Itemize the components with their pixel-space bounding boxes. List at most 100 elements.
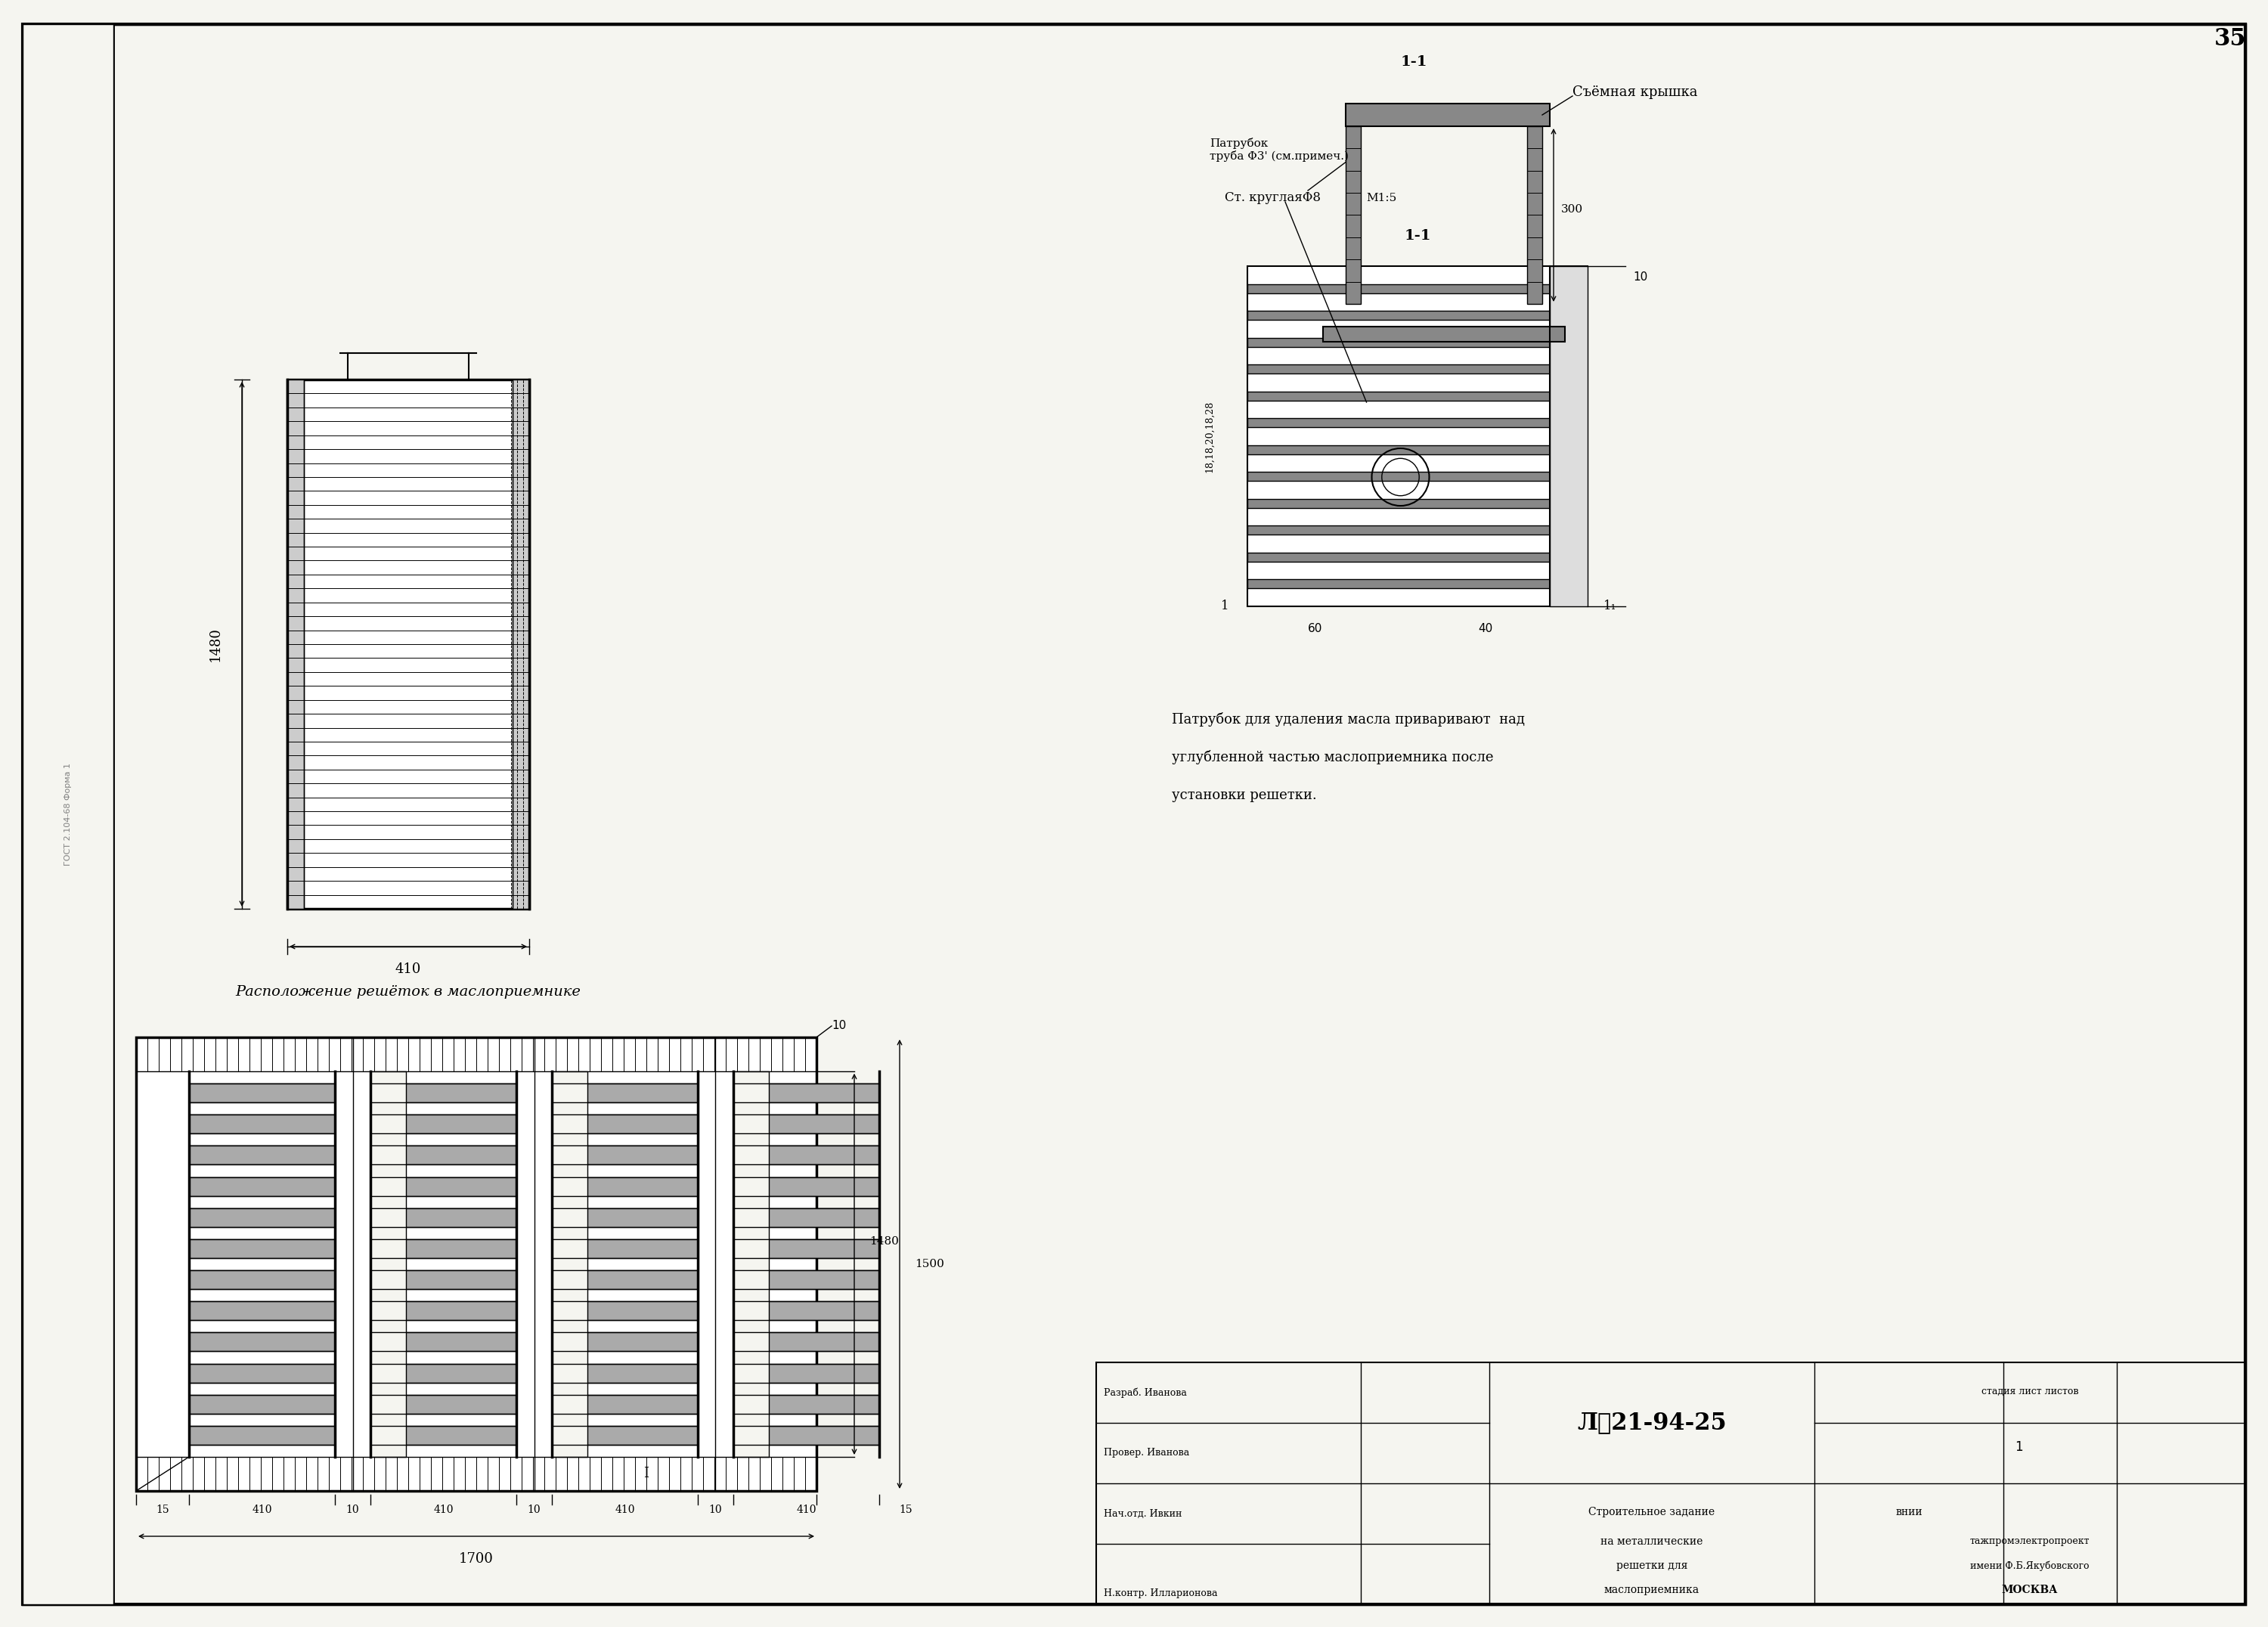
Text: 1500: 1500 [914, 1259, 943, 1269]
Text: внии: внии [1896, 1507, 1923, 1518]
Bar [551, 1114, 699, 1134]
Bar [733, 1145, 880, 1165]
Bar [1247, 392, 1549, 400]
Text: M1:5: M1:5 [1365, 192, 1397, 203]
Text: решетки для: решетки для [1617, 1560, 1687, 1572]
Bar [1095, 1362, 2245, 1604]
Bar [1247, 499, 1549, 508]
Bar [551, 1363, 699, 1383]
Bar [1247, 446, 1549, 454]
Bar [188, 1333, 336, 1352]
Bar [188, 1363, 336, 1383]
Text: Ст. круглаяΦ8: Ст. круглаяΦ8 [1225, 192, 1320, 205]
Bar [370, 1084, 517, 1103]
Bar [1247, 285, 1549, 293]
Bar [551, 1145, 699, 1165]
Bar [370, 1207, 517, 1227]
Bar [1247, 553, 1549, 561]
Bar [370, 1302, 517, 1319]
Text: углубленной частью маслоприемника после: углубленной частью маслоприемника после [1173, 750, 1492, 765]
Text: 60: 60 [1309, 623, 1322, 635]
Text: 410: 410 [433, 1505, 454, 1515]
Text: имени Ф.Б.Якубовского: имени Ф.Б.Якубовского [1971, 1560, 2089, 1570]
Text: 10: 10 [347, 1505, 358, 1515]
Bar [733, 1240, 880, 1258]
Text: 10: 10 [832, 1020, 846, 1032]
Bar [1526, 127, 1542, 304]
Bar [551, 1176, 699, 1196]
Bar [1247, 472, 1549, 482]
Text: 15: 15 [156, 1505, 170, 1515]
Bar [551, 1240, 699, 1258]
Text: МОСКВА: МОСКВА [2003, 1585, 2057, 1594]
Text: стадия лист листов: стадия лист листов [1982, 1386, 2077, 1396]
Text: ГОСТ 2.104-68 Форма 1: ГОСТ 2.104-68 Форма 1 [64, 763, 73, 866]
Bar [733, 1425, 880, 1445]
Bar [733, 1363, 880, 1383]
Bar [370, 1425, 517, 1445]
Bar [551, 1425, 699, 1445]
Text: 1₁: 1₁ [1603, 600, 1617, 613]
Text: Съёмная крышка: Съёмная крышка [1572, 86, 1696, 99]
Text: 300: 300 [1560, 203, 1583, 215]
Bar [370, 1114, 517, 1134]
Text: тажпромэлектропроект: тажпромэлектропроект [1971, 1536, 2089, 1546]
Text: на металлические: на металлические [1601, 1536, 1703, 1547]
Bar [1247, 338, 1549, 347]
Bar [551, 1271, 699, 1289]
Text: Расположение решёток в маслоприемнике: Расположение решёток в маслоприемнике [236, 984, 581, 999]
Text: 1-1: 1-1 [1404, 229, 1431, 242]
Text: 410: 410 [252, 1505, 272, 1515]
Bar [733, 1333, 880, 1352]
Text: Разраб. Иванова: Разраб. Иванова [1105, 1388, 1186, 1398]
Bar [551, 1207, 699, 1227]
Bar [370, 1176, 517, 1196]
Text: 18,18,20,18,28: 18,18,20,18,28 [1204, 400, 1216, 472]
Bar [551, 1333, 699, 1352]
Bar [370, 1394, 517, 1414]
Bar [1345, 104, 1549, 127]
Text: маслоприемника: маслоприемника [1603, 1585, 1699, 1594]
Bar [136, 1038, 816, 1490]
Text: 1-1: 1-1 [1399, 55, 1427, 68]
Bar [1247, 418, 1549, 428]
Bar [733, 1207, 880, 1227]
Text: Нач.отд. Ивкин: Нач.отд. Ивкин [1105, 1508, 1182, 1518]
Bar [1345, 127, 1361, 304]
Text: 410: 410 [796, 1505, 816, 1515]
Text: I: I [644, 1468, 649, 1481]
Bar [1322, 327, 1565, 342]
Bar [733, 1271, 880, 1289]
Bar [733, 1071, 769, 1456]
Bar [1247, 267, 1588, 607]
Bar [288, 379, 304, 909]
Text: 1480: 1480 [869, 1237, 898, 1246]
Bar [513, 379, 528, 909]
Text: 410: 410 [615, 1505, 635, 1515]
Bar [288, 379, 528, 909]
Text: 40: 40 [1479, 623, 1492, 635]
Bar [370, 1240, 517, 1258]
Bar [188, 1084, 336, 1103]
Bar [188, 1394, 336, 1414]
Text: 410: 410 [395, 963, 422, 976]
Bar [1247, 579, 1549, 589]
Text: 1480: 1480 [209, 626, 222, 662]
Bar [188, 1425, 336, 1445]
Bar [23, 24, 113, 1604]
Bar [1549, 267, 1588, 607]
Bar [188, 1271, 336, 1289]
Bar [551, 1394, 699, 1414]
Bar [733, 1394, 880, 1414]
Text: 15: 15 [898, 1505, 912, 1515]
Bar [188, 1114, 336, 1134]
Text: 1: 1 [2014, 1440, 2023, 1455]
Text: 10: 10 [528, 1505, 540, 1515]
Text: Строительное задание: Строительное задание [1588, 1507, 1715, 1518]
Bar [370, 1363, 517, 1383]
Bar [733, 1114, 880, 1134]
Text: Н.контр. Илларионова: Н.контр. Илларионова [1105, 1588, 1218, 1598]
Bar [733, 1176, 880, 1196]
Bar [188, 1207, 336, 1227]
Text: Патрубок
труба Φ3' (см.примеч.): Патрубок труба Φ3' (см.примеч.) [1209, 138, 1349, 163]
